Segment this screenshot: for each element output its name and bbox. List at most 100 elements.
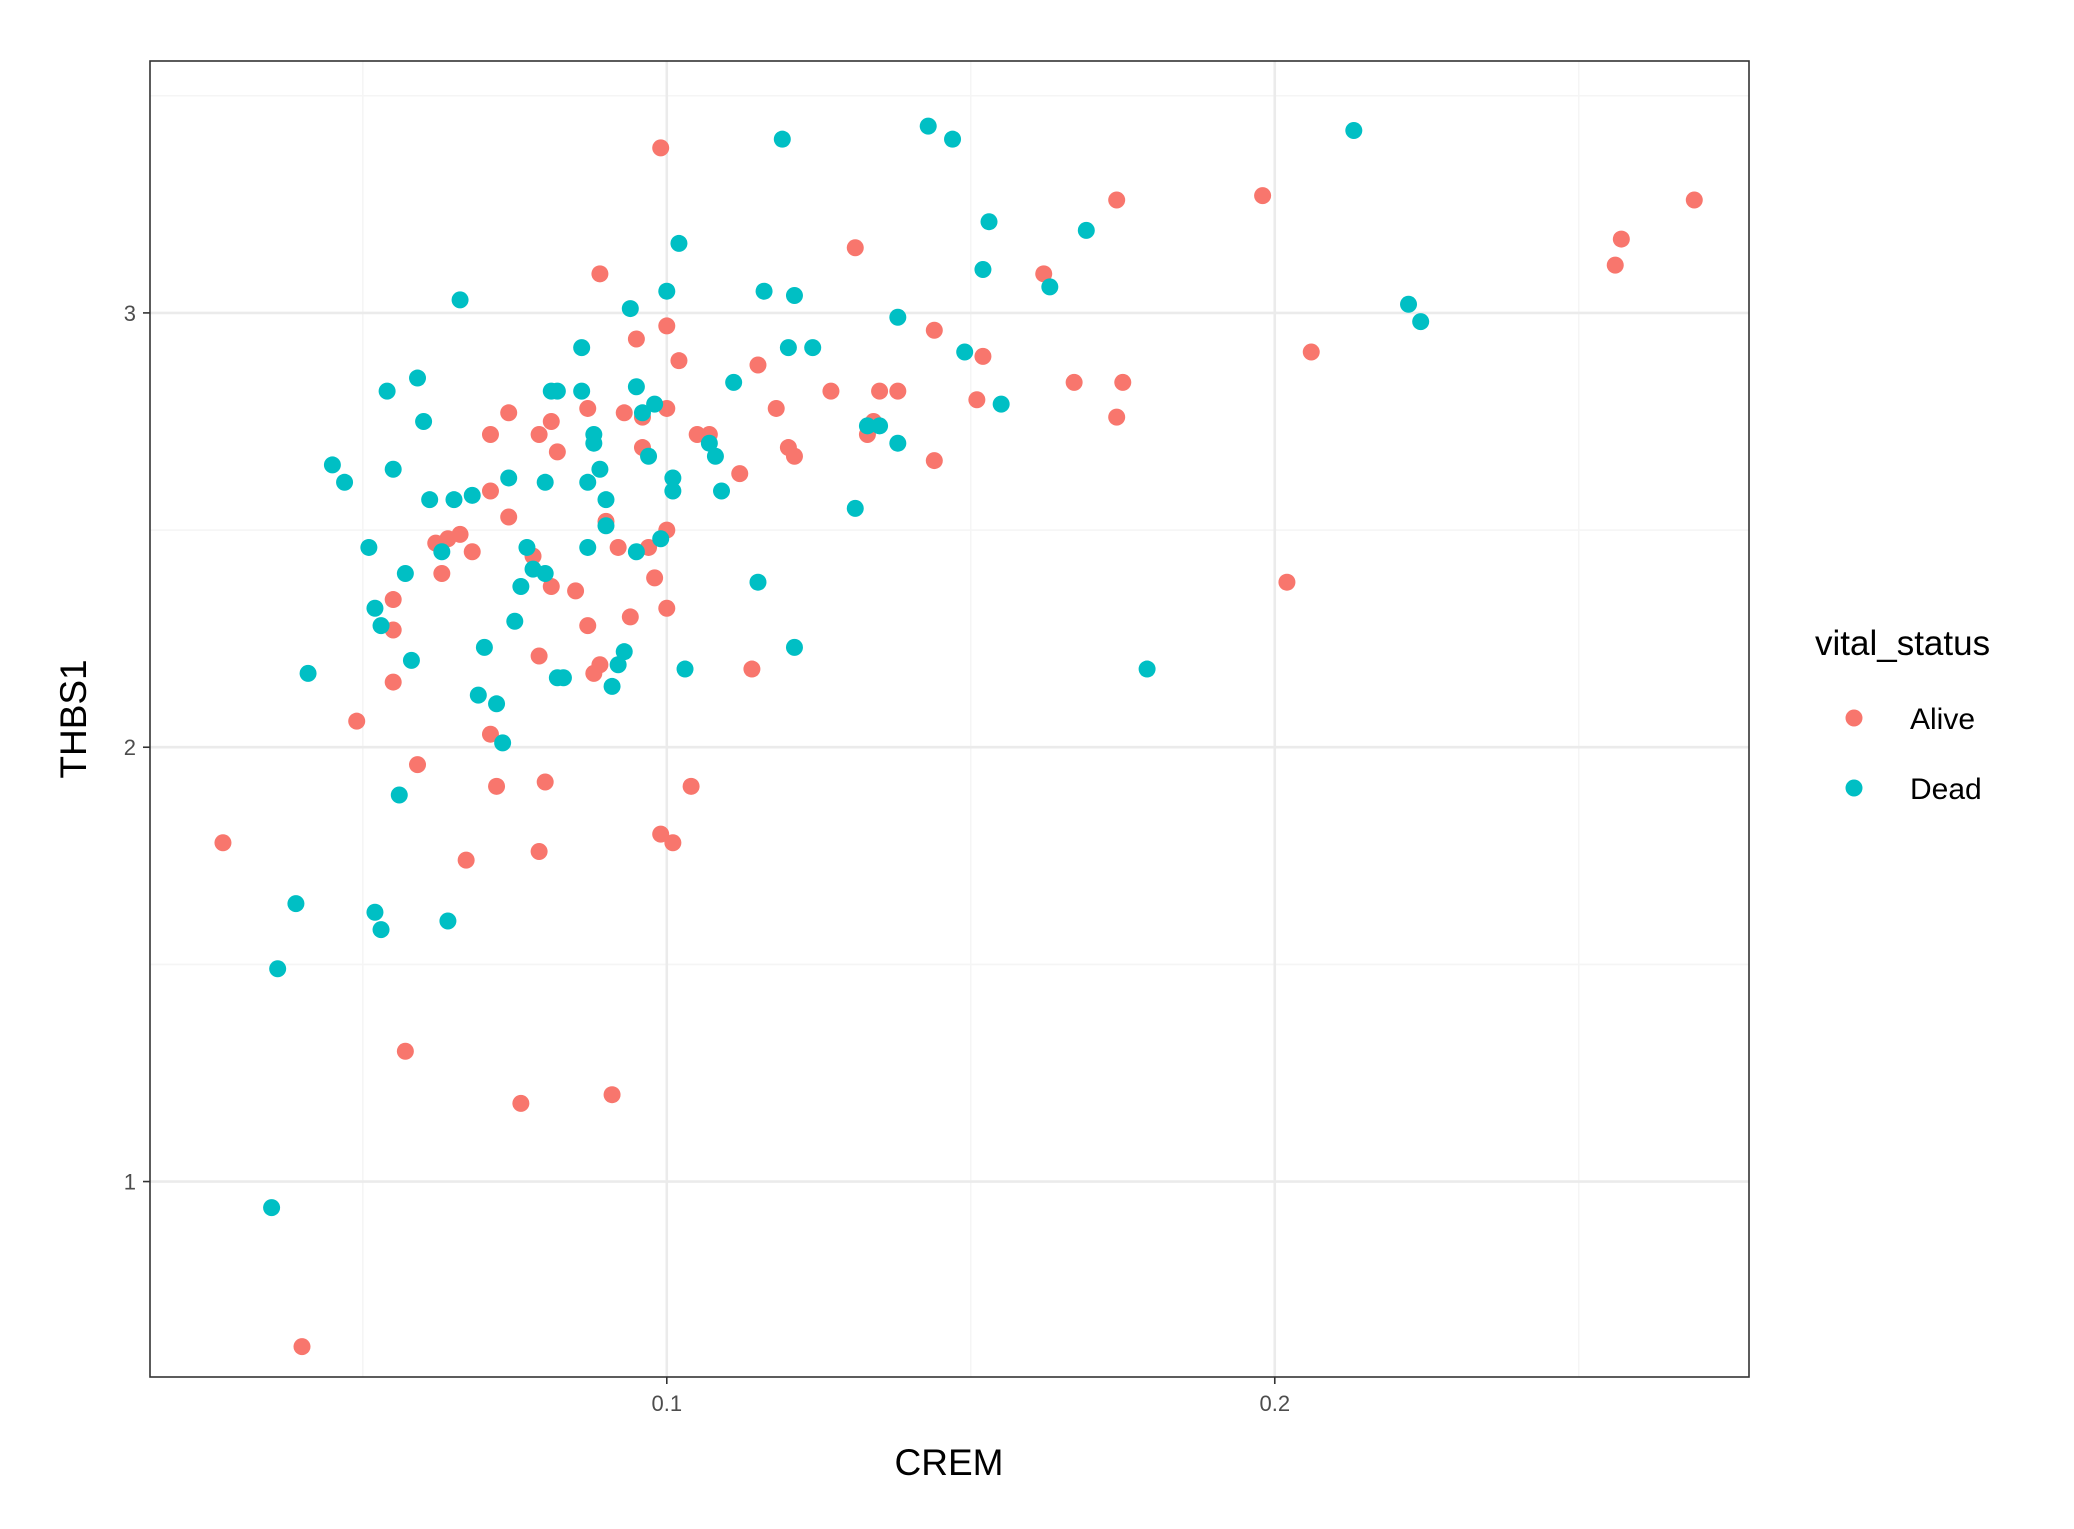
- data-point-alive: [652, 139, 670, 157]
- data-point-alive: [731, 465, 749, 483]
- data-point-alive: [785, 447, 803, 465]
- x-tick-label: 0.2: [1259, 1391, 1290, 1416]
- data-point-alive: [1254, 187, 1272, 205]
- plot-panel-background: [150, 61, 1749, 1377]
- data-point-dead: [396, 565, 414, 583]
- data-point-dead: [773, 130, 791, 148]
- legend-key-alive: [1845, 709, 1863, 727]
- data-point-alive: [579, 617, 597, 635]
- plot-panel-border: [149, 60, 1750, 1378]
- data-point-dead: [415, 412, 433, 430]
- data-point-dead: [974, 260, 992, 278]
- data-point-dead: [500, 469, 518, 487]
- data-point-dead: [646, 395, 664, 413]
- data-point-dead: [944, 130, 962, 148]
- data-point-alive: [688, 426, 706, 444]
- data-point-dead: [664, 469, 682, 487]
- data-point-dead: [573, 382, 591, 400]
- data-point-alive: [488, 777, 506, 795]
- data-point-alive: [846, 239, 864, 257]
- data-point-dead: [451, 291, 469, 309]
- data-point-alive: [664, 834, 682, 852]
- data-point-dead: [287, 895, 305, 913]
- data-point-dead: [299, 664, 317, 682]
- data-point-dead: [633, 404, 651, 422]
- data-point-dead: [360, 538, 378, 556]
- data-point-dead: [785, 638, 803, 656]
- y-tick-label: 3: [124, 301, 136, 326]
- data-point-dead: [409, 369, 427, 387]
- data-point-dead: [421, 491, 439, 509]
- y-axis-title: THBS1: [53, 659, 94, 778]
- data-point-alive: [433, 565, 451, 583]
- data-point-dead: [591, 460, 609, 478]
- data-point-alive: [542, 412, 560, 430]
- data-point-dead: [846, 499, 864, 517]
- data-point-dead: [1138, 660, 1156, 678]
- legend: vital_status Alive Dead: [1815, 624, 1990, 806]
- y-tick-label: 2: [124, 735, 136, 760]
- data-point-dead: [615, 643, 633, 661]
- data-point-dead: [713, 482, 731, 500]
- data-point-dead: [956, 343, 974, 361]
- data-point-dead: [518, 538, 536, 556]
- data-point-alive: [481, 725, 499, 743]
- data-point-dead: [269, 960, 287, 978]
- data-point-alive: [1035, 265, 1053, 283]
- data-point-dead: [603, 677, 621, 695]
- data-point-alive: [670, 352, 688, 370]
- data-point-alive: [621, 608, 639, 626]
- data-point-alive: [658, 599, 676, 617]
- data-point-dead: [640, 447, 658, 465]
- data-point-alive: [348, 712, 366, 730]
- data-point-alive: [1685, 191, 1703, 209]
- x-axis-title: CREM: [895, 1442, 1004, 1483]
- data-point-dead: [755, 282, 773, 300]
- data-point-dead: [378, 382, 396, 400]
- data-point-alive: [767, 399, 785, 417]
- data-point-alive: [974, 347, 992, 365]
- data-point-alive: [1302, 343, 1320, 361]
- data-point-dead: [919, 117, 937, 135]
- data-point-dead: [445, 491, 463, 509]
- x-axis-ticks: 0.1 0.2: [651, 1377, 1290, 1416]
- data-point-dead: [506, 612, 524, 630]
- data-point-dead: [664, 482, 682, 500]
- data-point-dead: [585, 426, 603, 444]
- data-point-dead: [463, 486, 481, 504]
- data-point-alive: [530, 842, 548, 860]
- data-point-alive: [579, 399, 597, 417]
- data-point-alive: [457, 851, 475, 869]
- data-point-alive: [481, 482, 499, 500]
- data-point-alive: [536, 773, 554, 791]
- data-point-dead: [536, 473, 554, 491]
- data-point-alive: [603, 1086, 621, 1104]
- data-point-alive: [1114, 373, 1132, 391]
- data-point-dead: [372, 617, 390, 635]
- data-point-dead: [536, 565, 554, 583]
- data-point-alive: [463, 543, 481, 561]
- data-point-alive: [658, 317, 676, 335]
- data-point-alive: [567, 582, 585, 600]
- data-point-alive: [500, 404, 518, 422]
- data-point-alive: [591, 265, 609, 283]
- data-point-alive: [1606, 256, 1624, 274]
- data-point-dead: [980, 213, 998, 231]
- data-point-dead: [1412, 313, 1430, 331]
- data-point-dead: [366, 599, 384, 617]
- data-point-alive: [652, 825, 670, 843]
- data-point-alive: [925, 321, 943, 339]
- data-point-alive: [871, 382, 889, 400]
- data-point-alive: [293, 1338, 311, 1356]
- data-point-dead: [700, 434, 718, 452]
- legend-label-alive: Alive: [1910, 703, 1975, 736]
- data-point-dead: [579, 538, 597, 556]
- legend-key-dead: [1845, 779, 1863, 797]
- data-point-alive: [1278, 573, 1296, 591]
- data-point-dead: [469, 686, 487, 704]
- data-point-dead: [402, 651, 420, 669]
- data-point-alive: [542, 578, 560, 596]
- data-point-dead: [336, 473, 354, 491]
